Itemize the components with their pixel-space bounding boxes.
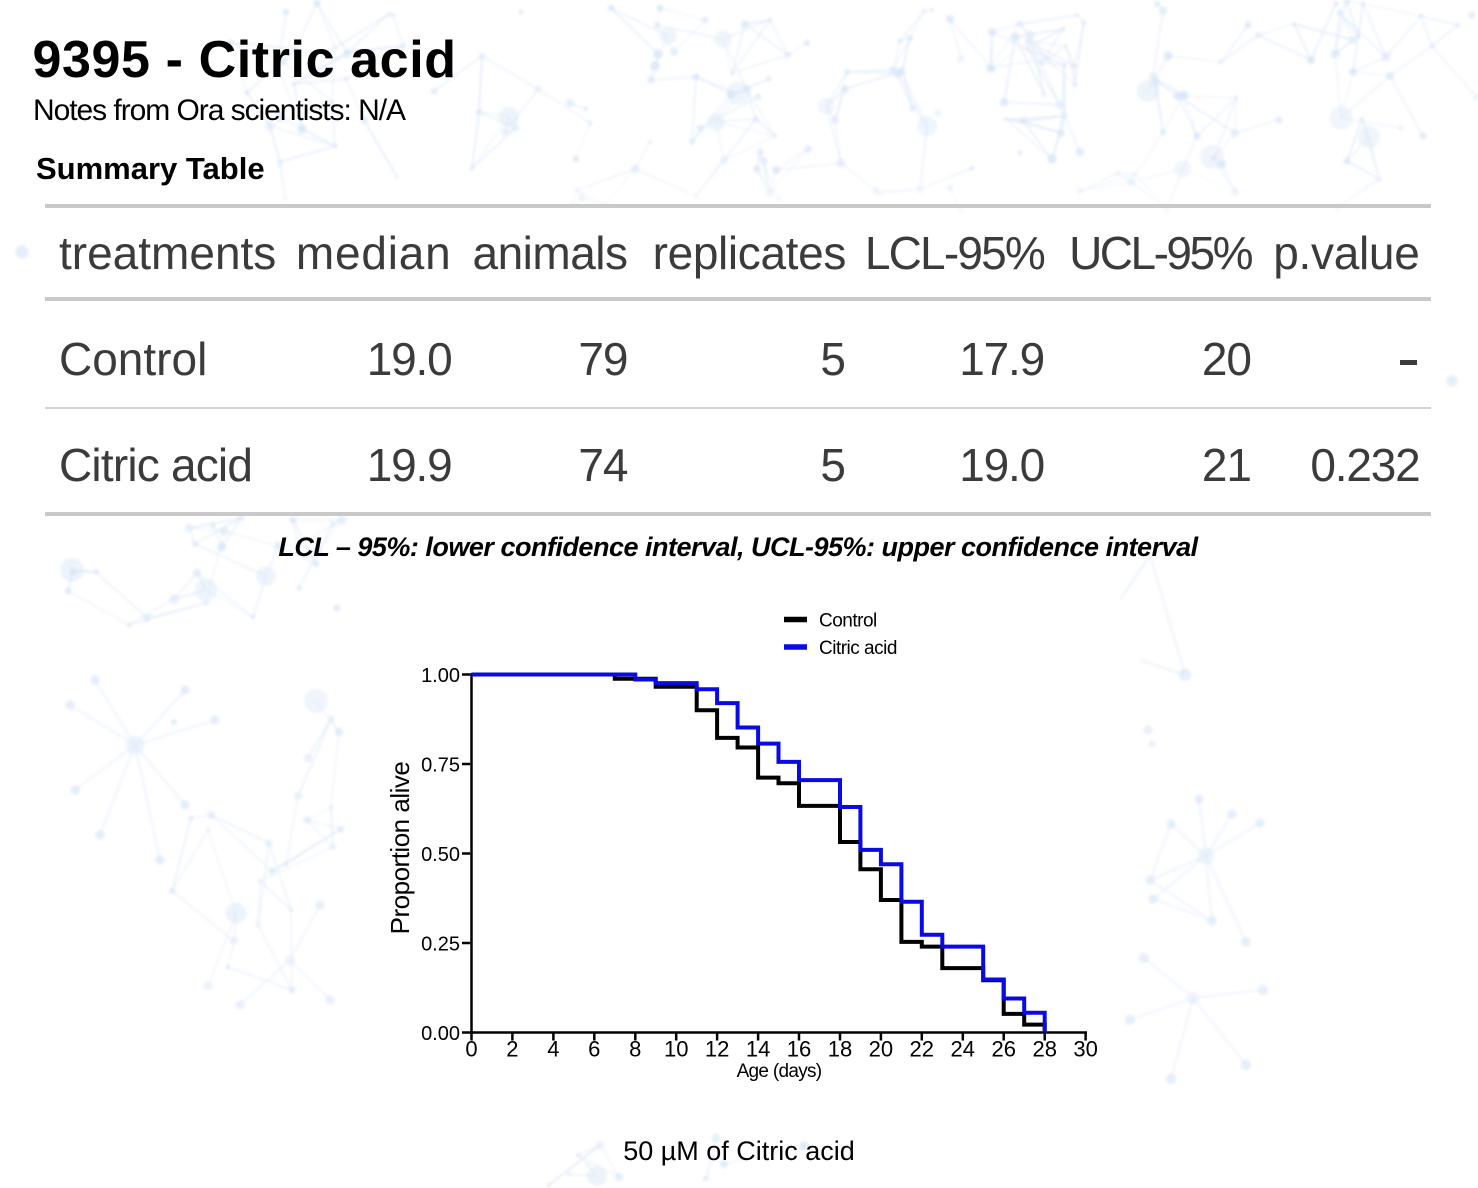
svg-text:30: 30 xyxy=(1073,1037,1097,1062)
svg-text:0.75: 0.75 xyxy=(421,755,460,777)
svg-text:Control: Control xyxy=(819,611,877,632)
svg-text:0.00: 0.00 xyxy=(421,1023,460,1045)
svg-text:20: 20 xyxy=(869,1037,893,1062)
svg-text:4: 4 xyxy=(547,1037,559,1062)
svg-text:1.00: 1.00 xyxy=(421,665,460,687)
svg-text:10: 10 xyxy=(664,1037,688,1062)
svg-text:6: 6 xyxy=(588,1037,600,1062)
svg-text:0.50: 0.50 xyxy=(421,844,460,866)
svg-text:Citric acid: Citric acid xyxy=(819,638,897,659)
svg-text:18: 18 xyxy=(828,1037,852,1062)
svg-text:8: 8 xyxy=(629,1037,641,1062)
svg-text:26: 26 xyxy=(991,1037,1015,1062)
svg-text:28: 28 xyxy=(1032,1037,1056,1062)
svg-text:16: 16 xyxy=(787,1037,811,1062)
svg-text:22: 22 xyxy=(910,1037,934,1062)
svg-text:24: 24 xyxy=(951,1037,975,1062)
svg-text:Age (days): Age (days) xyxy=(737,1061,822,1082)
svg-text:12: 12 xyxy=(705,1037,729,1062)
svg-text:Proportion alive: Proportion alive xyxy=(385,762,415,935)
svg-text:2: 2 xyxy=(506,1037,518,1062)
svg-text:14: 14 xyxy=(746,1037,770,1062)
svg-text:0.25: 0.25 xyxy=(421,934,460,956)
svg-text:0: 0 xyxy=(465,1037,477,1062)
